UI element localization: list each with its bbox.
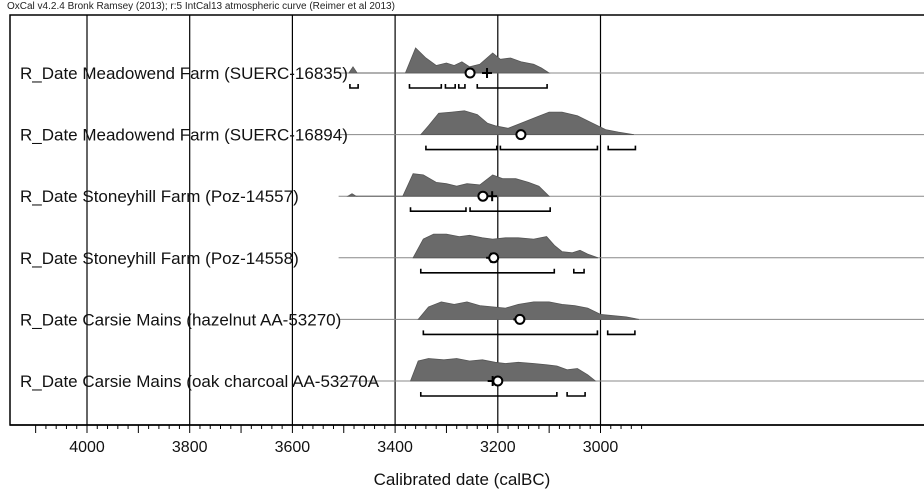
x-tick-label: 4000 [69,439,105,456]
series-label: R_Date Carsie Mains (oak charcoal AA-532… [20,372,380,391]
range-bracket [419,392,558,397]
mean-circle [464,67,476,79]
series-label: R_Date Meadowend Farm (SUERC-16835) [20,64,348,83]
mean-circle [515,129,527,141]
header-note: OxCal v4.2.4 Bronk Ramsey (2013); r:5 In… [7,1,395,12]
density-area [412,233,599,259]
density-area [348,66,358,74]
range-bracket [349,84,359,89]
range-bracket [566,392,586,397]
range-bracket [444,84,456,89]
x-tick-label: 3600 [275,439,311,456]
series-label: R_Date Carsie Mains (hazelnut AA-53270) [20,310,341,329]
x-tick-label: 3800 [172,439,208,456]
range-bracket [499,145,599,151]
range-bracket [422,330,599,336]
range-bracket [476,84,548,89]
mean-circle [492,375,504,387]
x-tick-label: 3000 [583,439,619,456]
series-label: R_Date Meadowend Farm (SUERC-16894) [20,126,348,145]
density-area [402,173,551,197]
density-area [404,47,551,74]
mean-circle [477,190,489,202]
range-bracket [572,268,585,274]
range-bracket [607,145,637,151]
range-bracket [409,207,467,212]
range-bracket [408,84,443,89]
density-area [409,358,597,382]
range-bracket [457,84,466,89]
range-bracket [606,330,636,336]
density-area [417,301,640,320]
series-label: R_Date Stoneyhill Farm (Poz-14558) [20,249,299,268]
x-axis-title: Calibrated date (calBC) [373,470,551,489]
x-tick-label: 3200 [480,439,516,456]
density-area [346,193,358,197]
x-tick-label: 3400 [377,439,413,456]
density-area [419,110,634,135]
mean-circle [514,313,526,325]
range-bracket [469,207,551,212]
series-label: R_Date Stoneyhill Farm (Poz-14557) [20,187,299,206]
range-bracket [425,145,498,151]
range-bracket [419,268,556,274]
mean-circle [488,252,500,264]
